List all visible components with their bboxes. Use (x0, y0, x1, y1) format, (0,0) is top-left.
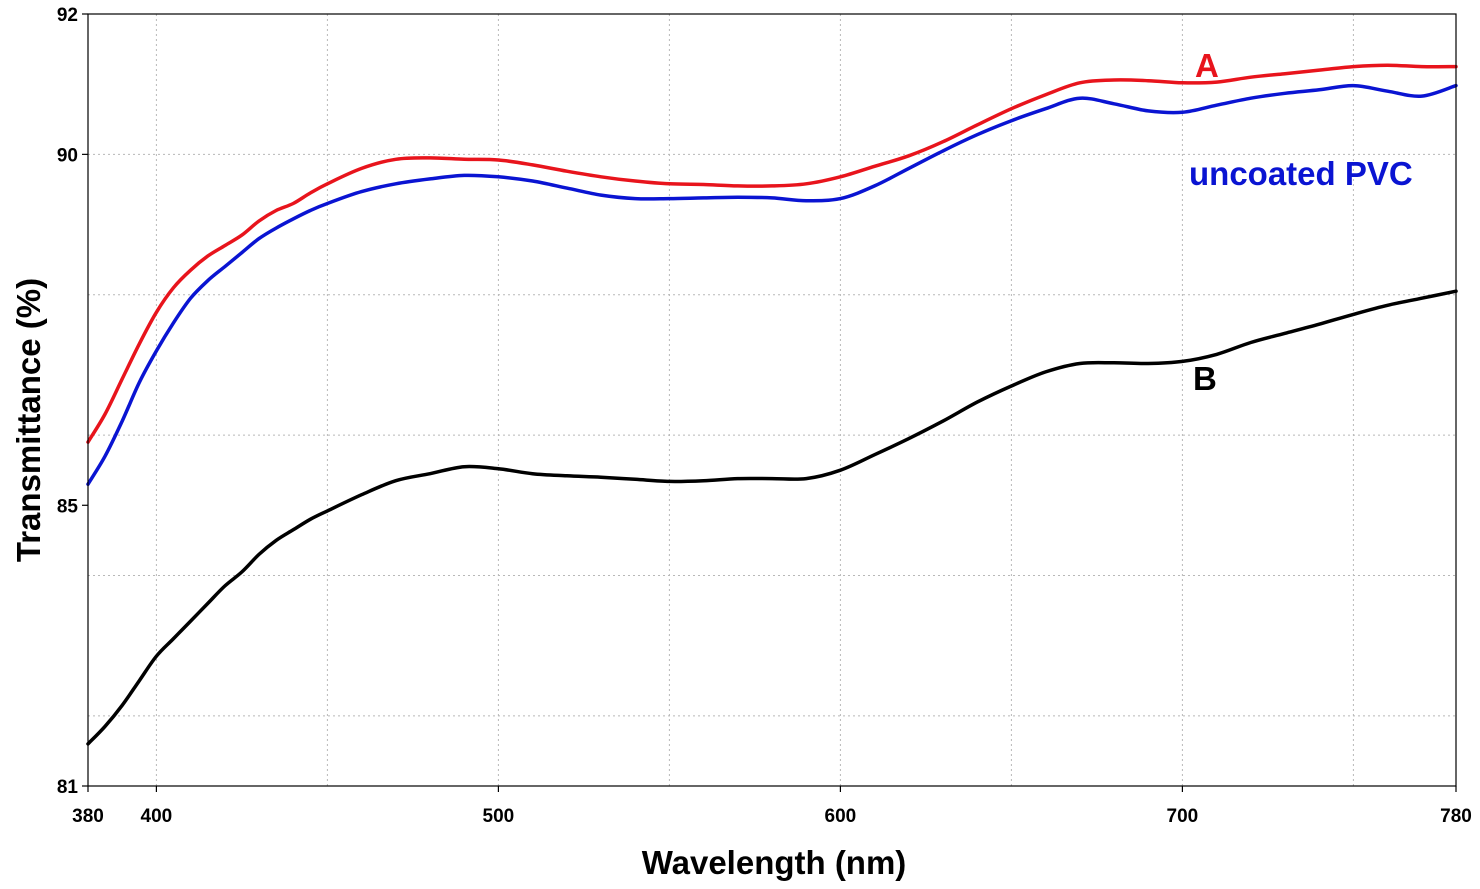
x-tick-label: 780 (1440, 806, 1472, 827)
x-axis-title: Wavelength (nm) (642, 844, 907, 881)
series-line-uncoated-pvc (86, 83, 1458, 486)
x-tick-label: 380 (72, 806, 104, 827)
series-line-a (86, 63, 1458, 444)
plot-frame (87, 13, 1457, 787)
y-tick-label: 90 (57, 145, 78, 166)
series-layer (86, 63, 1458, 746)
y-tick-label: 92 (57, 5, 78, 26)
series-line-b (86, 289, 1458, 746)
x-axis-ticks: 380 400 500 600 700 780 (72, 786, 1472, 827)
grid-lines (88, 14, 1456, 786)
y-tick-label: 81 (57, 777, 79, 798)
series-label-a: A (1195, 47, 1219, 84)
x-tick-label: 400 (141, 806, 173, 827)
series-label-uncoated-pvc: uncoated PVC (1189, 155, 1413, 192)
series-label-b: B (1193, 360, 1217, 397)
x-tick-label: 600 (825, 806, 857, 827)
x-tick-label: 700 (1167, 806, 1199, 827)
x-tick-label: 500 (483, 806, 515, 827)
y-tick-label: 85 (57, 496, 79, 517)
y-axis-title: Transmittance (%) (10, 278, 47, 562)
y-axis-ticks: 81 85 90 92 (57, 5, 88, 798)
